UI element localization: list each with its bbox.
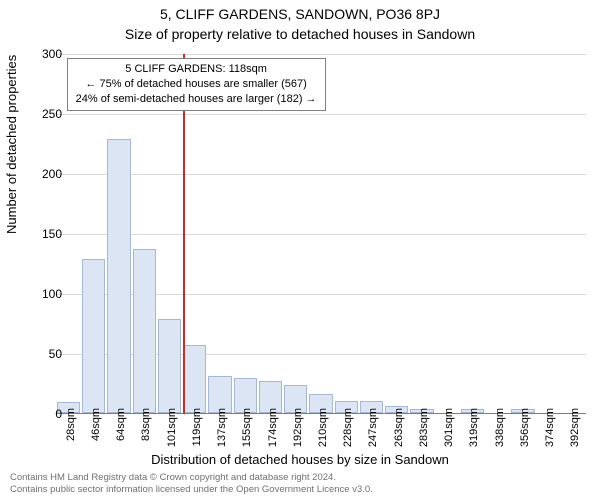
x-tick-label: 119sqm (191, 408, 203, 446)
histogram-bar (107, 139, 130, 413)
footer-line-1: Contains HM Land Registry data © Crown c… (10, 472, 590, 484)
x-tick-label: 174sqm (267, 408, 279, 447)
gridline (56, 114, 586, 115)
gridline (56, 174, 586, 175)
x-tick-label: 356sqm (519, 408, 531, 447)
x-tick-label: 319sqm (468, 408, 480, 447)
info-box: 5 CLIFF GARDENS: 118sqm ← 75% of detache… (67, 58, 326, 111)
info-line-2: ← 75% of detached houses are smaller (56… (76, 77, 317, 92)
y-tick-label: 50 (14, 347, 62, 361)
x-tick-label: 155sqm (241, 408, 253, 447)
histogram-bar (133, 249, 156, 413)
y-axis-label: Number of detached properties (4, 55, 19, 234)
y-tick-label: 250 (14, 107, 62, 121)
info-line-3: 24% of semi-detached houses are larger (… (76, 92, 317, 107)
x-tick-label: 83sqm (140, 408, 152, 441)
footer-attribution: Contains HM Land Registry data © Crown c… (10, 472, 590, 496)
x-tick-label: 210sqm (317, 408, 329, 447)
x-tick-label: 137sqm (216, 408, 228, 447)
histogram-bar (158, 319, 181, 413)
chart-title-line2: Size of property relative to detached ho… (0, 26, 600, 42)
gridline (56, 234, 586, 235)
y-tick-label: 200 (14, 167, 62, 181)
x-tick-label: 374sqm (544, 408, 556, 447)
x-tick-label: 228sqm (342, 408, 354, 447)
x-tick-label: 392sqm (569, 408, 581, 447)
chart-container: 5, CLIFF GARDENS, SANDOWN, PO36 8PJ Size… (0, 0, 600, 500)
info-line-1: 5 CLIFF GARDENS: 118sqm (76, 62, 317, 77)
histogram-bar (82, 259, 105, 413)
chart-title-line1: 5, CLIFF GARDENS, SANDOWN, PO36 8PJ (0, 0, 600, 22)
x-tick-label: 247sqm (367, 408, 379, 447)
x-tick-label: 101sqm (166, 408, 178, 447)
gridline (56, 54, 586, 55)
x-tick-label: 283sqm (418, 408, 430, 447)
plot-area: 28sqm46sqm64sqm83sqm101sqm119sqm137sqm15… (56, 54, 586, 414)
footer-line-2: Contains public sector information licen… (10, 484, 590, 496)
x-tick-label: 28sqm (65, 408, 77, 441)
x-tick-label: 64sqm (115, 408, 127, 441)
x-tick-label: 192sqm (292, 408, 304, 447)
x-axis-label: Distribution of detached houses by size … (0, 452, 600, 467)
y-tick-label: 300 (14, 47, 62, 61)
x-tick-label: 46sqm (90, 408, 102, 441)
x-tick-label: 301sqm (443, 408, 455, 447)
y-tick-label: 100 (14, 287, 62, 301)
histogram-bar (183, 345, 206, 413)
y-tick-label: 0 (14, 407, 62, 421)
x-tick-label: 338sqm (494, 408, 506, 447)
x-tick-label: 263sqm (393, 408, 405, 447)
y-tick-label: 150 (14, 227, 62, 241)
